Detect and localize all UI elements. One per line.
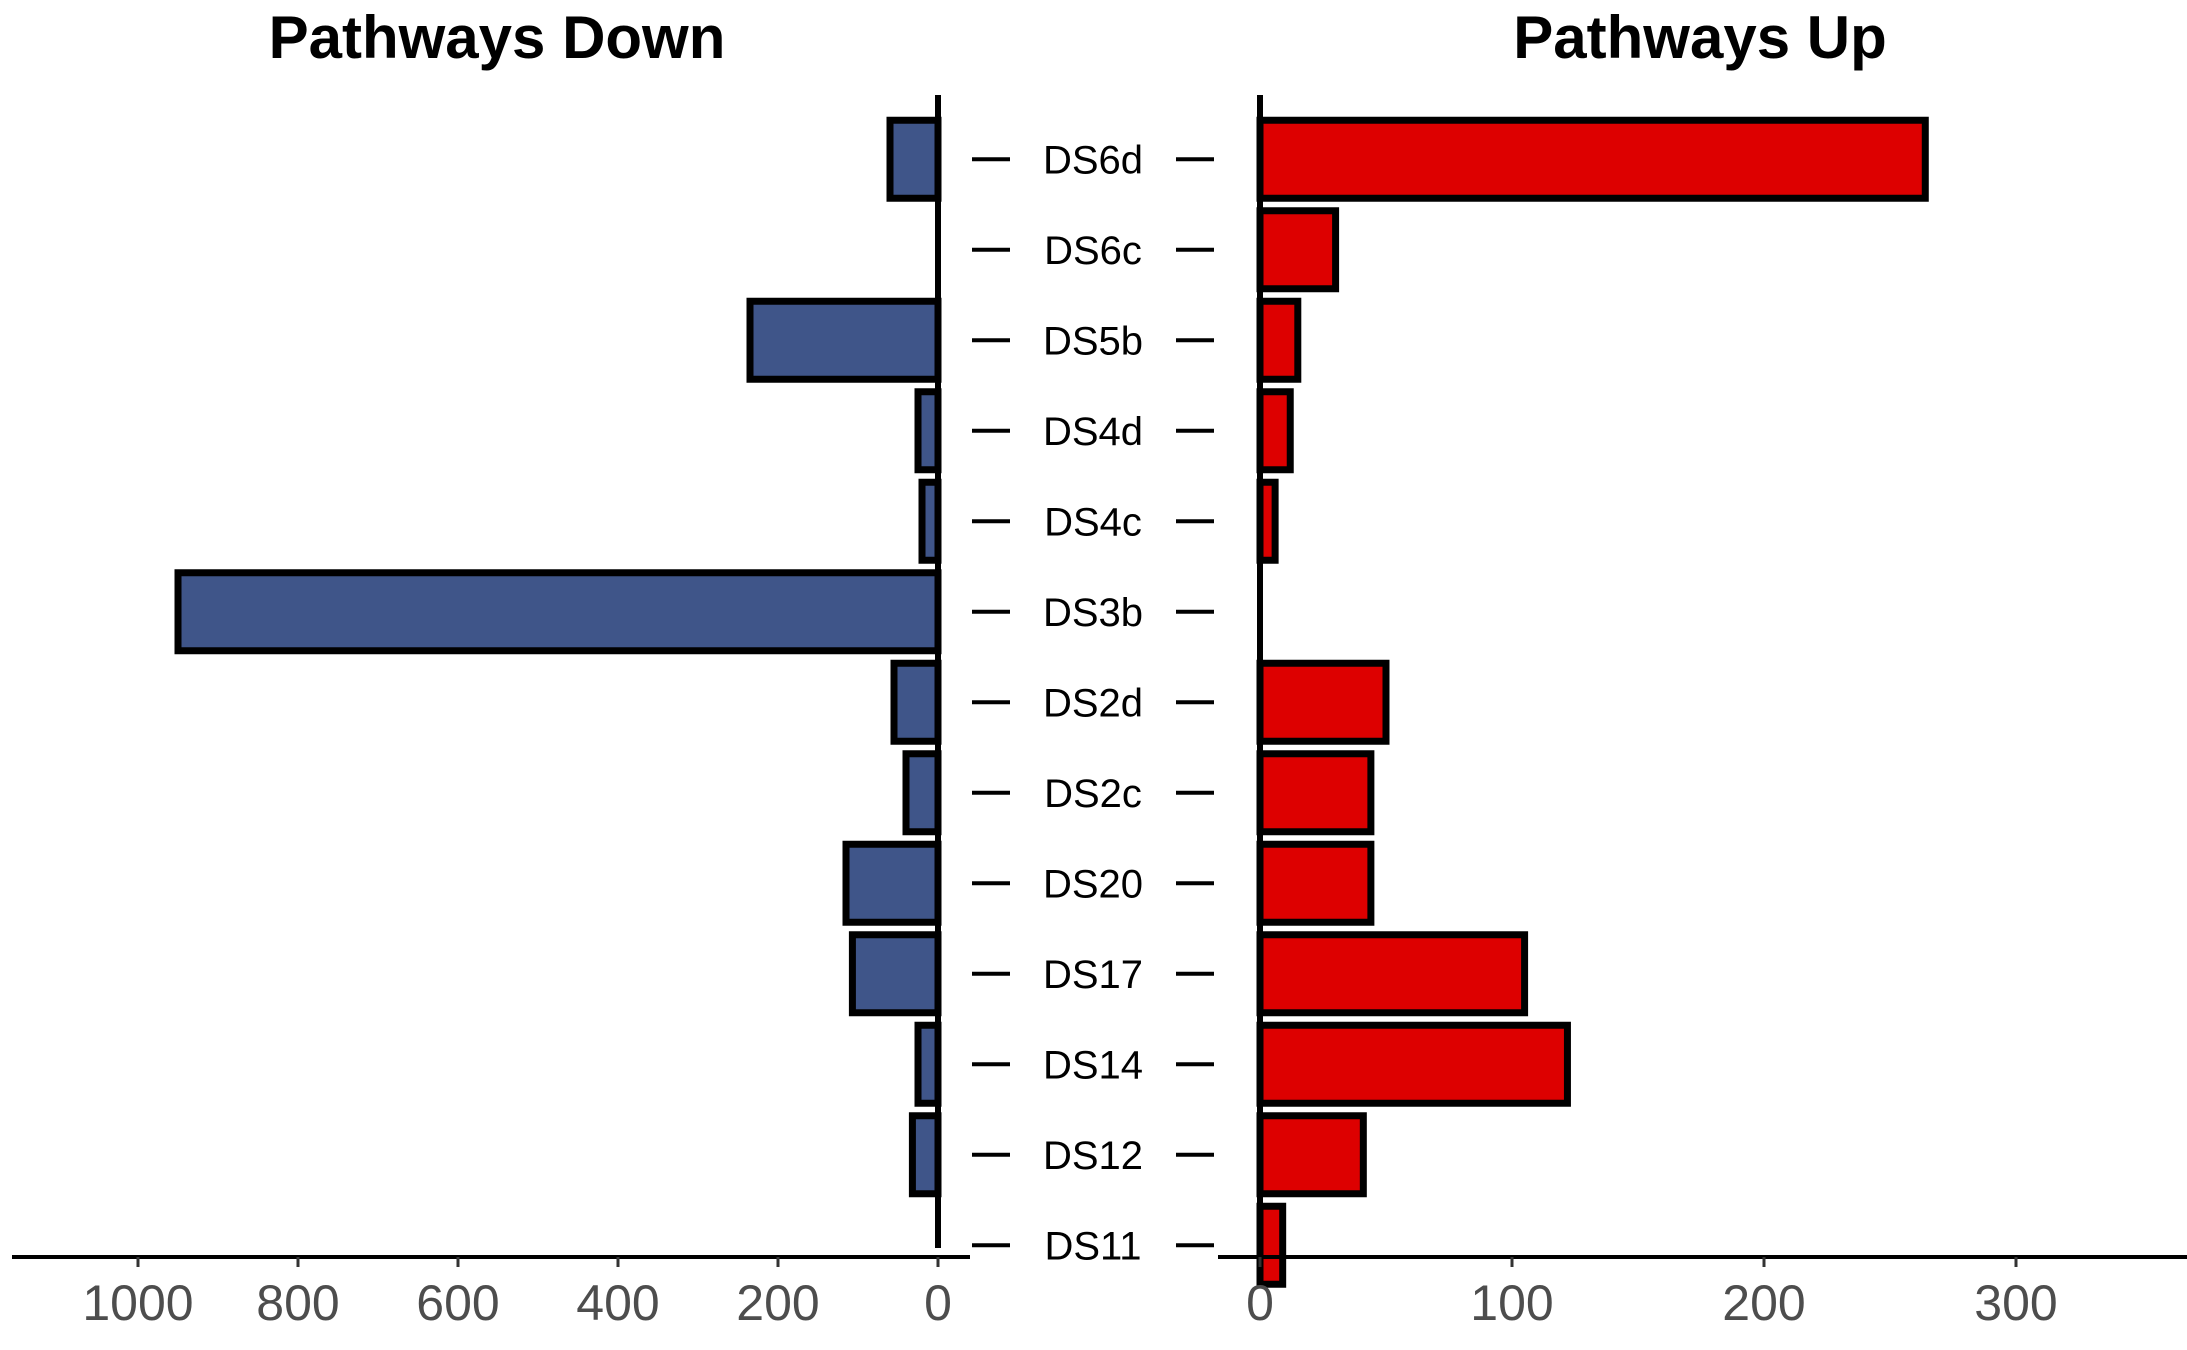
up-x-tick-label: 300: [1974, 1275, 2057, 1331]
up-bar-ds6c: [1256, 207, 1340, 293]
up-bar-ds14: [1256, 1021, 1571, 1107]
up-bar-ds2d: [1256, 659, 1390, 745]
down-x-tick-label: 800: [256, 1275, 339, 1331]
category-label-ds2d: DS2d: [1043, 681, 1143, 725]
category-label-ds5b: DS5b: [1043, 319, 1143, 363]
up-bar-ds20: [1256, 840, 1375, 926]
category-label-ds3b: DS3b: [1043, 591, 1143, 635]
down-x-tick-label: 600: [416, 1275, 499, 1331]
down-bar-ds2c: [902, 750, 942, 836]
category-label-ds4d: DS4d: [1043, 410, 1143, 454]
category-label-ds12: DS12: [1043, 1134, 1143, 1178]
category-label-ds6c: DS6c: [1044, 229, 1142, 273]
down-x-tick-label: 0: [924, 1275, 952, 1331]
down-bar-ds20: [842, 840, 942, 926]
down-x-tick-label: 1000: [82, 1275, 193, 1331]
pathways-up-title: Pathways Up: [1513, 4, 1886, 71]
category-label-ds6d: DS6d: [1043, 138, 1143, 182]
down-x-tick-label: 400: [576, 1275, 659, 1331]
pathways-down-panel: Pathways Down 1000 800 600 400 200 0: [12, 4, 970, 1331]
up-bar-ds4d: [1256, 388, 1294, 474]
down-bar-ds6d: [886, 116, 942, 202]
category-label-ds11: DS11: [1044, 1224, 1141, 1268]
down-bar-ds12: [908, 1112, 942, 1198]
category-label-ds2c: DS2c: [1044, 772, 1142, 816]
up-bar-ds17: [1256, 931, 1529, 1017]
down-bar-ds2d: [890, 659, 942, 745]
up-bar-ds12: [1256, 1112, 1367, 1198]
up-x-tick-label: 200: [1722, 1275, 1805, 1331]
up-x-tick-label: 100: [1470, 1275, 1553, 1331]
up-bar-ds5b: [1256, 297, 1302, 383]
category-label-ds4c: DS4c: [1044, 500, 1142, 544]
down-bar-ds3b: [174, 569, 942, 655]
category-label-ds20: DS20: [1043, 862, 1143, 906]
category-label-ds17: DS17: [1043, 953, 1143, 997]
up-bar-ds2c: [1256, 750, 1375, 836]
up-bar-ds11: [1256, 1202, 1287, 1288]
category-label-ds14: DS14: [1043, 1043, 1143, 1087]
up-bar-ds6d: [1256, 116, 1929, 202]
up-x-tick-label: 0: [1246, 1275, 1274, 1331]
pathways-up-panel: Pathways Up 0 100 200 300: [1218, 4, 2187, 1331]
down-bar-ds5b: [746, 297, 942, 383]
pathways-down-title: Pathways Down: [269, 4, 726, 71]
down-x-tick-label: 200: [736, 1275, 819, 1331]
down-bar-ds17: [848, 931, 942, 1017]
category-labels: DS6d DS6c DS5b DS4d DS4c DS3b DS2d DS2c DS20 DS17…: [972, 138, 1214, 1268]
